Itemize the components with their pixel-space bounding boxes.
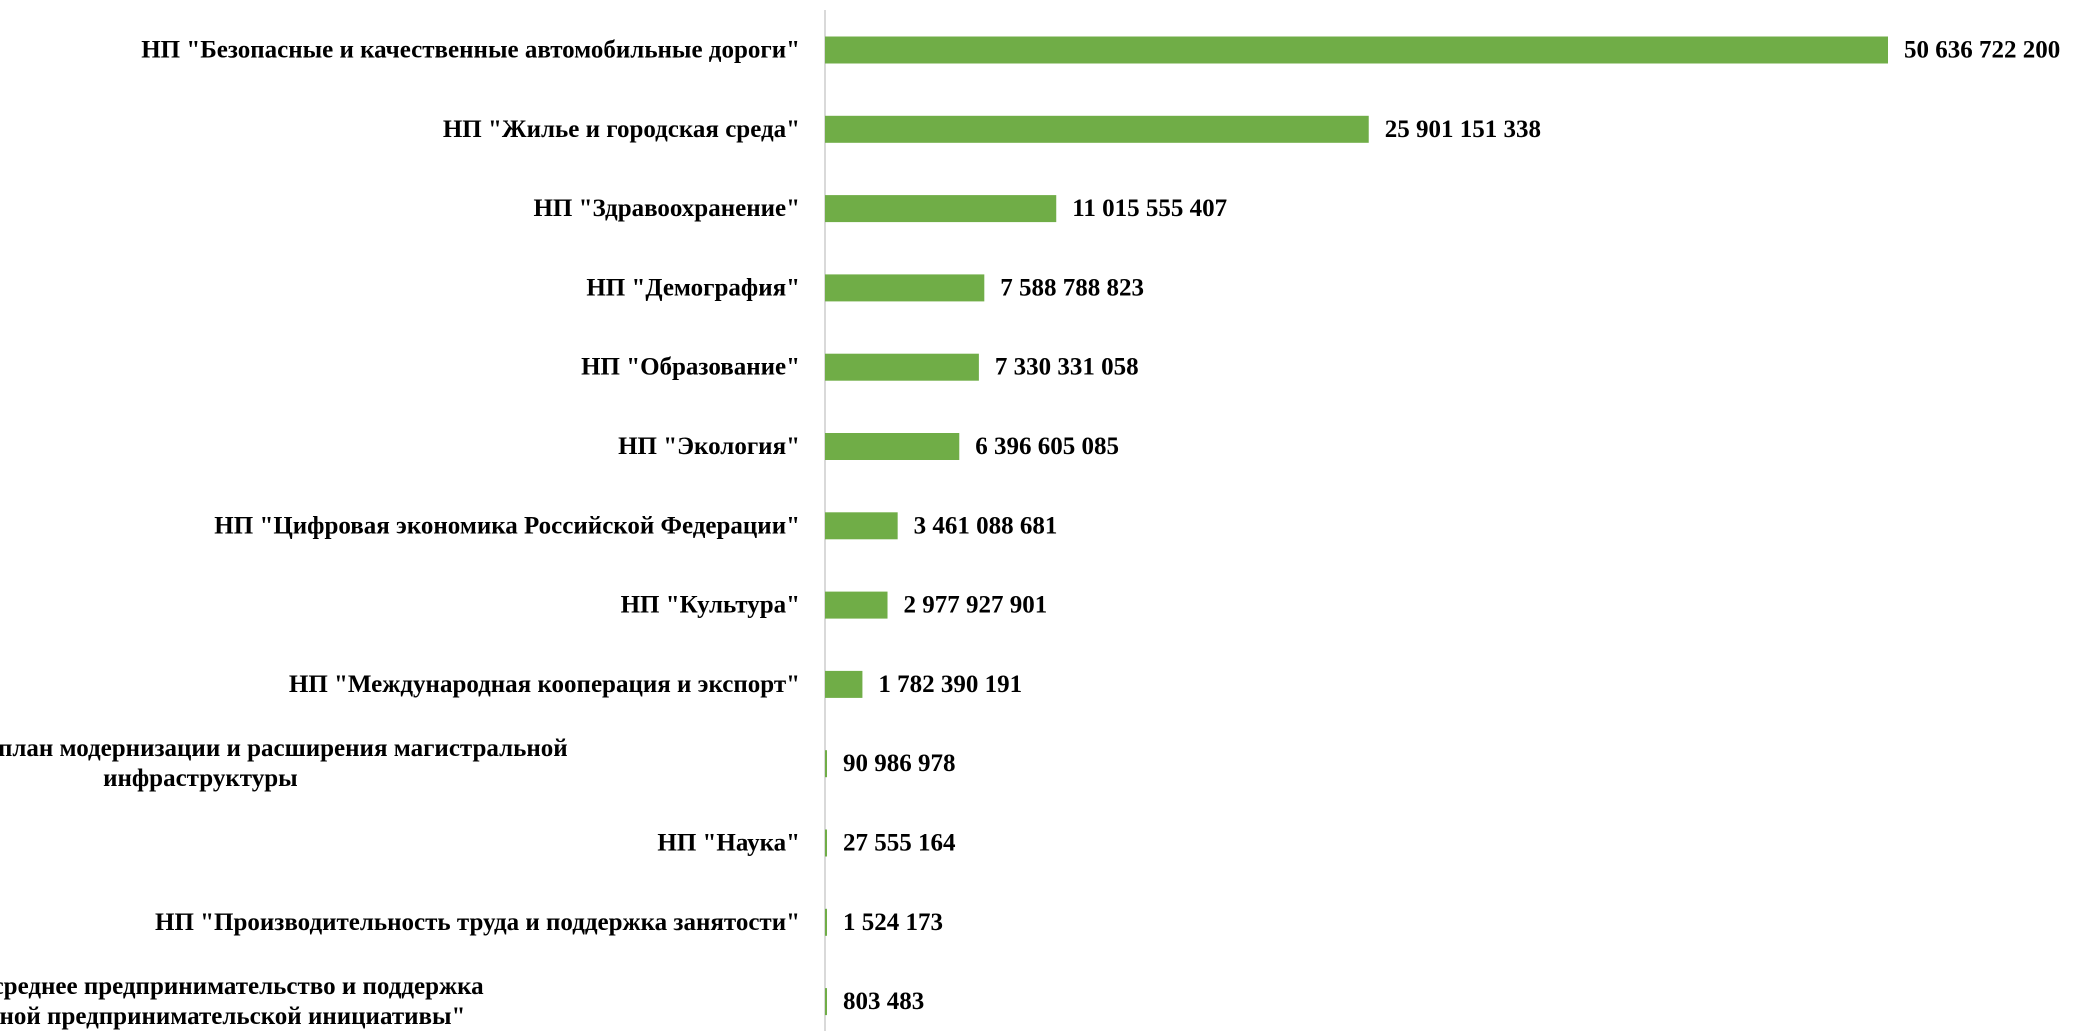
bar-3 bbox=[825, 274, 985, 302]
bar-8 bbox=[825, 670, 863, 698]
category-label-8: НП "Международная кооперация и экспорт" bbox=[289, 671, 800, 698]
bar-7 bbox=[825, 591, 888, 619]
data-label-7: 2 977 927 901 bbox=[904, 592, 1048, 619]
bar-9 bbox=[825, 750, 827, 778]
category-label-3: НП "Демография" bbox=[586, 274, 800, 301]
data-label-1: 25 901 151 338 bbox=[1385, 116, 1541, 143]
data-label-2: 11 015 555 407 bbox=[1072, 195, 1227, 222]
data-label-6: 3 461 088 681 bbox=[914, 512, 1058, 539]
bars bbox=[825, 36, 1888, 1016]
category-label-7: НП "Культура" bbox=[621, 592, 800, 619]
category-label-6: НП "Цифровая экономика Российской Федера… bbox=[214, 512, 800, 539]
bar-2 bbox=[825, 195, 1057, 223]
data-label-4: 7 330 331 058 bbox=[995, 354, 1139, 381]
category-label-9: Комплексный план модернизации и расширен… bbox=[0, 735, 568, 792]
data-label-8: 1 782 390 191 bbox=[878, 671, 1022, 698]
data-labels: 50 636 722 200 25 901 151 338 11 015 555 4… bbox=[843, 37, 2060, 1016]
category-label-2: НП "Здравоохранение" bbox=[533, 195, 800, 222]
bar-6 bbox=[825, 512, 898, 540]
category-label-5: НП "Экология" bbox=[618, 433, 800, 460]
category-label-0: НП "Безопасные и качественные автомобиль… bbox=[141, 37, 800, 64]
bar-12 bbox=[825, 988, 827, 1016]
data-label-12: 803 483 bbox=[843, 988, 924, 1015]
bar-4 bbox=[825, 353, 979, 381]
bar-1 bbox=[825, 115, 1369, 143]
category-label-10: НП "Наука" bbox=[657, 830, 800, 857]
data-label-0: 50 636 722 200 bbox=[1904, 37, 2060, 64]
data-label-3: 7 588 788 823 bbox=[1000, 274, 1144, 301]
data-label-10: 27 555 164 bbox=[843, 830, 956, 857]
data-label-9: 90 986 978 bbox=[843, 750, 956, 777]
data-label-5: 6 396 605 085 bbox=[975, 433, 1119, 460]
category-label-4: НП "Образование" bbox=[581, 354, 800, 381]
category-labels: НП "Безопасные и качественные автомобиль… bbox=[0, 37, 800, 1031]
bar-10 bbox=[825, 829, 827, 857]
data-label-11: 1 524 173 bbox=[843, 909, 943, 936]
category-label-1: НП "Жилье и городская среда" bbox=[443, 116, 800, 143]
bar-11 bbox=[825, 908, 827, 936]
bar-5 bbox=[825, 433, 960, 460]
category-label-12: НП "Малое и среднее предпринимательство … bbox=[0, 973, 484, 1030]
category-label-11: НП "Производительность труда и поддержка… bbox=[155, 909, 800, 936]
bar-0 bbox=[825, 36, 1888, 64]
